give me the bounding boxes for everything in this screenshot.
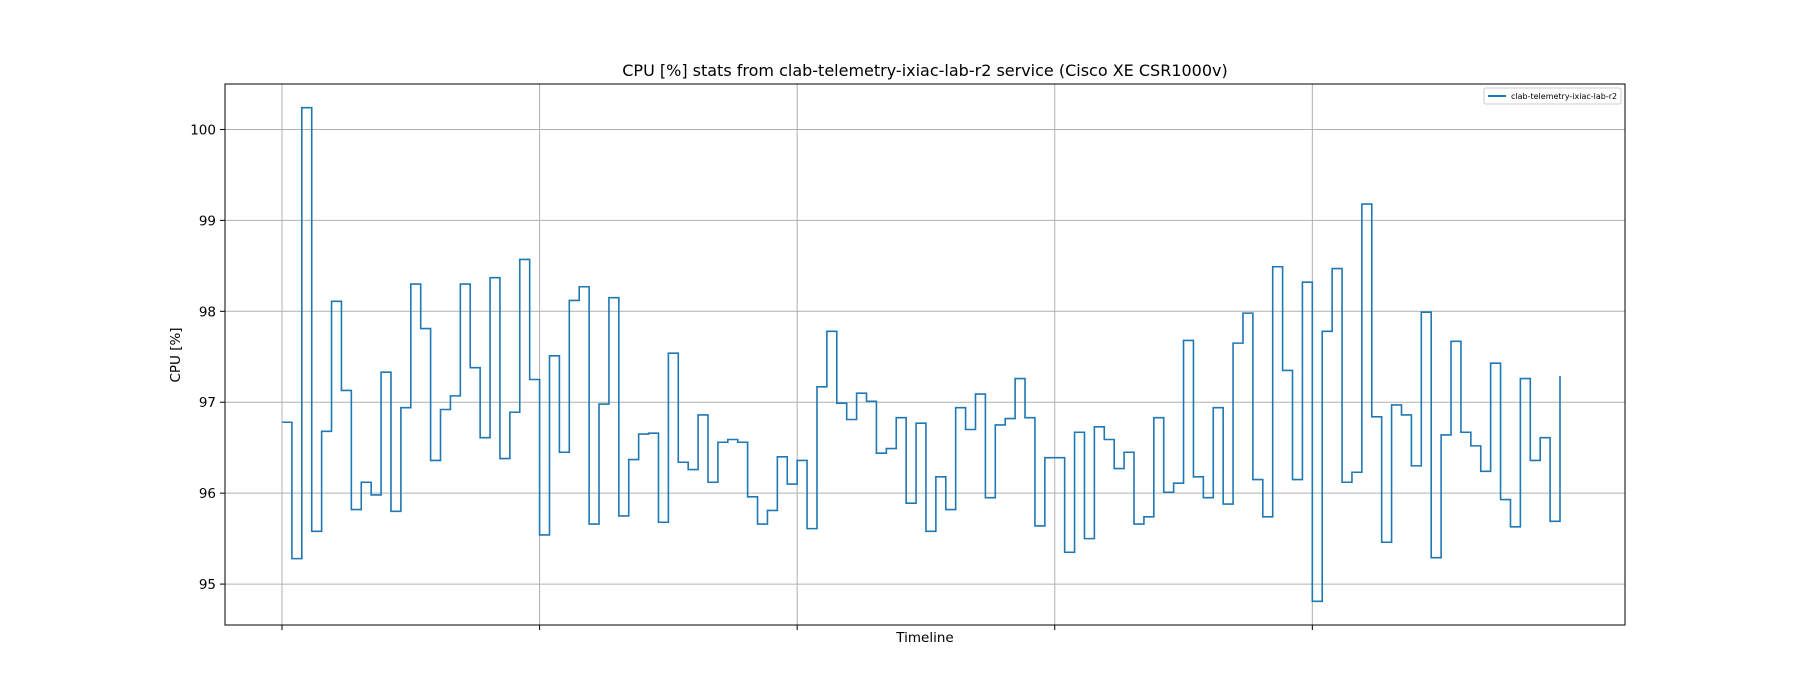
- series-layer: [282, 106, 1561, 603]
- plot-frame: [224, 83, 1626, 626]
- legend: clab-telemetry-ixiac-lab-r2: [1483, 87, 1622, 105]
- x-axis-label: Timeline: [895, 630, 953, 646]
- y-tick-label: 98: [199, 304, 216, 320]
- series-line-clab-telemetry-ixiac-lab-r2: [282, 106, 1561, 603]
- y-tick-label: 100: [190, 122, 216, 138]
- y-tick-label: 95: [199, 577, 216, 593]
- chart-title: CPU [%] stats from clab-telemetry-ixiac-…: [622, 61, 1228, 80]
- y-tick-label: 97: [199, 395, 216, 411]
- grid: [225, 84, 1625, 625]
- y-axis-ticks: 95 96 97 98 99 100: [190, 122, 225, 593]
- y-tick-label: 96: [199, 486, 216, 502]
- y-tick-label: 99: [199, 213, 216, 229]
- x-axis-ticks: [281, 625, 1313, 630]
- y-axis-label: CPU [%]: [168, 327, 184, 382]
- legend-box: [1483, 87, 1622, 105]
- legend-label: clab-telemetry-ixiac-lab-r2: [1511, 92, 1617, 101]
